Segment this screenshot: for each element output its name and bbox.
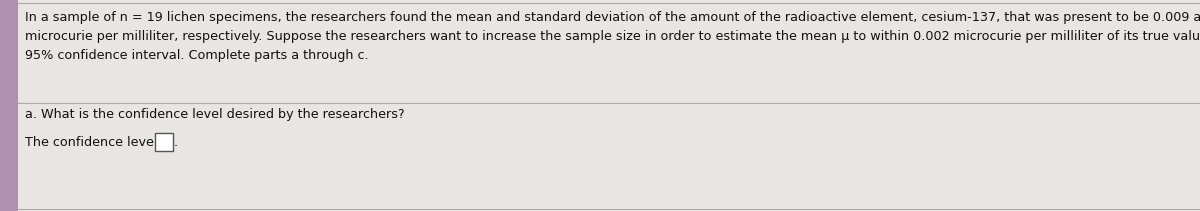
Text: The confidence level is: The confidence level is bbox=[25, 136, 172, 149]
Bar bbox=[0, 0, 18, 211]
Text: In a sample of n = 19 lichen specimens, the researchers found the mean and stand: In a sample of n = 19 lichen specimens, … bbox=[25, 11, 1200, 62]
Text: a. What is the confidence level desired by the researchers?: a. What is the confidence level desired … bbox=[25, 108, 404, 121]
Text: .: . bbox=[174, 136, 178, 149]
Bar bbox=[155, 133, 173, 151]
